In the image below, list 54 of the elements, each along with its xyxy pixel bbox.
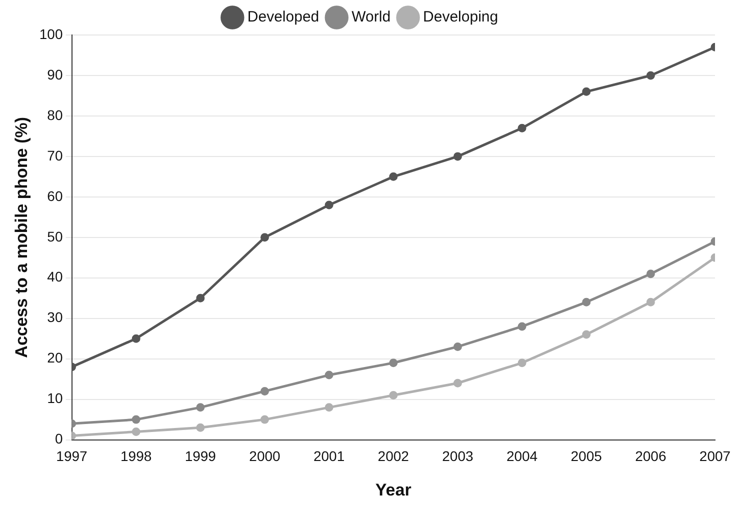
y-tick-label: 0 <box>54 430 63 447</box>
point <box>260 415 269 424</box>
legend-label: Developing <box>423 8 498 26</box>
y-tick-label: 40 <box>47 268 63 285</box>
y-tick-label: 50 <box>47 228 63 244</box>
x-tick-label: 2002 <box>378 448 410 464</box>
point <box>196 294 205 302</box>
x-axis-title: Year <box>375 480 412 500</box>
x-tick-label: 2006 <box>635 448 666 464</box>
point <box>453 342 462 351</box>
x-tick-label: 2007 <box>699 448 731 464</box>
point <box>324 370 334 380</box>
y-tick-label: 10 <box>47 390 63 406</box>
point <box>132 415 140 424</box>
legend-label: World <box>352 8 391 26</box>
point <box>453 152 462 161</box>
point <box>132 427 140 436</box>
point <box>324 403 334 412</box>
x-tick-label: 2003 <box>442 448 474 464</box>
point <box>260 233 269 242</box>
y-tick-label: 60 <box>47 188 63 204</box>
point <box>646 71 655 80</box>
y-tick-label: 90 <box>47 66 63 82</box>
point <box>518 124 526 132</box>
y-tick-label: 100 <box>39 26 63 42</box>
y-tick-label: 80 <box>47 106 63 123</box>
point <box>389 391 398 400</box>
x-tick-label: 2001 <box>313 448 345 464</box>
x-tick-label: 1998 <box>120 448 152 464</box>
point <box>132 334 140 343</box>
point <box>324 200 334 210</box>
point <box>518 322 526 331</box>
x-tick-label: 2004 <box>506 448 538 464</box>
x-tick-label: 2000 <box>249 448 281 464</box>
point <box>389 172 398 181</box>
legend-label: Developed <box>247 8 320 26</box>
point <box>646 298 655 306</box>
y-tick-label: 20 <box>47 350 63 366</box>
point <box>582 298 591 306</box>
x-tick-label: 2005 <box>570 448 602 464</box>
point <box>582 87 591 96</box>
point <box>646 270 655 278</box>
point <box>453 378 462 388</box>
point <box>389 358 398 368</box>
y-tick-label: 30 <box>47 309 63 326</box>
x-tick-label: 1999 <box>184 448 216 464</box>
point <box>196 423 205 432</box>
x-tick-label: 1997 <box>56 448 88 464</box>
y-axis-title: Access to a mobile phone (%) <box>12 116 31 358</box>
point <box>196 403 205 412</box>
point <box>582 330 591 339</box>
point <box>518 358 526 368</box>
y-tick-label: 70 <box>47 147 63 164</box>
point <box>260 386 269 396</box>
